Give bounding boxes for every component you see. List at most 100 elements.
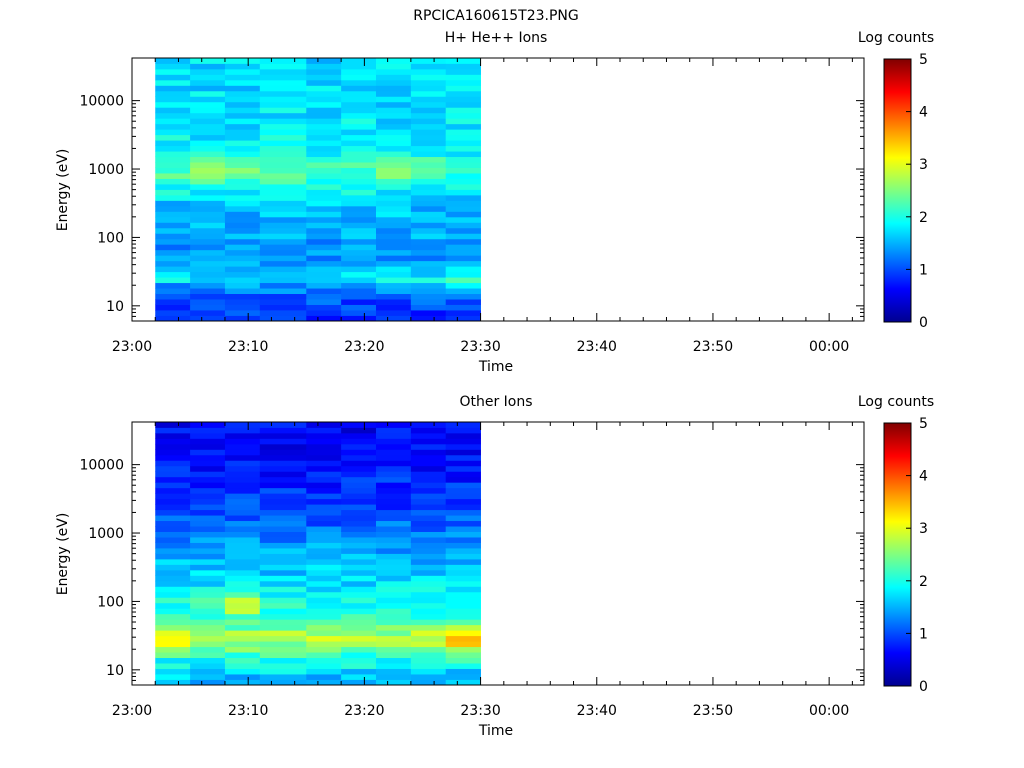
heatmap-cell	[410, 630, 447, 637]
heatmap-cell	[259, 465, 307, 472]
heatmap-cell	[224, 558, 261, 565]
heatmap-cell	[341, 509, 377, 516]
heatmap-cell	[155, 427, 191, 434]
heatmap-cell	[190, 216, 226, 223]
heatmap-cell	[155, 90, 191, 97]
colorbar	[883, 58, 912, 323]
heatmap-cell	[410, 184, 447, 190]
heatmap-cell	[445, 509, 481, 516]
heatmap-cell	[224, 189, 261, 196]
heatmap-cell	[190, 96, 226, 103]
heatmap-cell	[376, 260, 412, 267]
heatmap-cell	[410, 288, 447, 295]
heatmap-cell	[341, 515, 377, 522]
heatmap-cell	[306, 635, 342, 642]
heatmap-cell	[306, 200, 342, 207]
heatmap-cell	[445, 493, 481, 500]
heatmap-cell	[190, 608, 226, 615]
heatmap-cell	[306, 112, 342, 119]
heatmap-cell	[445, 597, 481, 604]
heatmap-cell	[376, 266, 412, 273]
heatmap-cell	[376, 288, 412, 295]
heatmap-cell	[376, 548, 412, 554]
heatmap-cell	[445, 454, 481, 461]
heatmap-cell	[224, 107, 261, 114]
heatmap-cell	[376, 194, 412, 201]
heatmap-cell	[306, 156, 342, 163]
heatmap-cell	[306, 537, 342, 543]
heatmap-cell	[376, 112, 412, 119]
heatmap-cell	[445, 624, 481, 631]
heatmap-cell	[190, 90, 226, 97]
heatmap-cell	[306, 449, 342, 456]
heatmap-cell	[190, 156, 226, 163]
heatmap-cell	[259, 674, 307, 680]
x-tick-label: 23:40	[577, 703, 617, 719]
heatmap-cell	[259, 580, 307, 587]
heatmap-cell	[224, 575, 261, 582]
heatmap-cell	[259, 85, 307, 92]
heatmap-cell	[306, 211, 342, 218]
y-tick-label: 1000	[88, 526, 124, 542]
y-axis: 10 100 1000 10000	[79, 458, 864, 686]
heatmap-cell	[224, 613, 261, 620]
heatmap-cell	[341, 471, 377, 478]
heatmap-cell	[190, 129, 226, 136]
heatmap-cell	[376, 586, 412, 593]
heatmap-cell	[445, 112, 481, 119]
heatmap-cell	[445, 652, 481, 659]
heatmap-cell	[410, 674, 447, 680]
heatmap-cell	[155, 449, 191, 456]
heatmap-cell	[306, 531, 342, 538]
heatmap-cell	[410, 422, 447, 428]
heatmap-cells	[155, 58, 481, 322]
heatmap-cell	[341, 564, 377, 571]
heatmap-cell	[376, 608, 412, 615]
heatmap-cell	[341, 58, 377, 64]
heatmap-cell	[259, 432, 307, 439]
heatmap-cell	[224, 624, 261, 631]
heatmap-cell	[376, 85, 412, 92]
heatmap-cell	[155, 575, 191, 582]
x-tick-label: 00:00	[809, 339, 849, 355]
heatmap-cell	[190, 460, 226, 467]
heatmap-cell	[410, 591, 447, 598]
heatmap-cell	[341, 173, 377, 179]
heatmap-cell	[259, 151, 307, 158]
heatmap-cell	[376, 454, 412, 461]
heatmap-cell	[376, 558, 412, 565]
heatmap-cell	[445, 608, 481, 615]
heatmap-cell	[410, 205, 447, 212]
heatmap-cell	[376, 255, 412, 262]
heatmap-cell	[224, 145, 261, 152]
heatmap-cell	[341, 205, 377, 212]
heatmap-cell	[341, 487, 377, 494]
heatmap-cell	[259, 608, 307, 615]
heatmap-cell	[410, 635, 447, 642]
heatmap-cell	[376, 90, 412, 97]
heatmap-cell	[190, 652, 226, 659]
heatmap-cell	[410, 679, 447, 686]
heatmap-cell	[445, 173, 481, 179]
heatmap-cell	[224, 531, 261, 538]
heatmap-cell	[376, 101, 412, 108]
heatmap-cell	[190, 674, 226, 680]
heatmap-cell	[341, 90, 377, 97]
heatmap-cell	[306, 641, 342, 648]
colorbar-tick-label: 2	[919, 210, 928, 226]
heatmap-cell	[155, 608, 191, 615]
heatmap-cell	[224, 211, 261, 218]
heatmap-cell	[376, 564, 412, 571]
heatmap-cell	[259, 564, 307, 571]
heatmap-cell	[155, 74, 191, 81]
heatmap-cell	[306, 498, 342, 505]
heatmap-cell	[341, 266, 377, 273]
heatmap-cell	[224, 63, 261, 70]
heatmap-cell	[224, 586, 261, 593]
heatmap-cell	[259, 222, 307, 229]
heatmap-cell	[376, 304, 412, 311]
heatmap-cell	[445, 460, 481, 467]
heatmap-cell	[259, 260, 307, 267]
heatmap-cell	[376, 476, 412, 483]
heatmap-cell	[445, 663, 481, 669]
